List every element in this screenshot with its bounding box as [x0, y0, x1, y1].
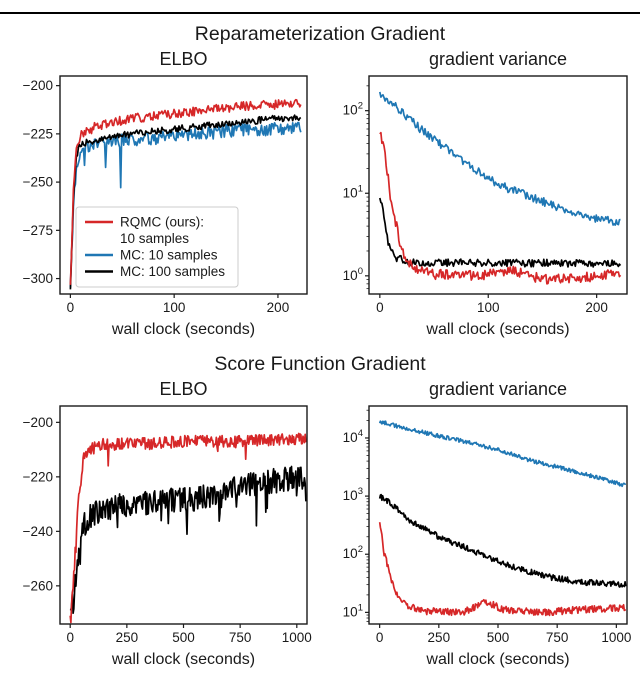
top-row: ELBO 0 100 200 −200 −225 −250 −275 −300 RQMC (ou… [0, 46, 640, 340]
svg-text:−240: −240 [23, 524, 53, 539]
svg-text:200: 200 [585, 300, 608, 315]
x-axis-label: wall clock (seconds) [426, 651, 570, 668]
svg-text:−300: −300 [23, 271, 53, 286]
svg-text:0: 0 [66, 630, 74, 645]
svg-text:0: 0 [376, 300, 384, 315]
svg-text:500: 500 [487, 630, 510, 645]
svg-text:1000: 1000 [601, 630, 631, 645]
panel-gradvar-reparameterization: gradient variance 0 100 200 100 101 102 wall … [320, 46, 640, 340]
svg-text:−220: −220 [23, 469, 53, 484]
svg-text:750: 750 [546, 630, 569, 645]
x-axis-label: wall clock (seconds) [111, 321, 256, 338]
svg-text:1000: 1000 [282, 630, 312, 645]
svg-text:103: 103 [343, 486, 363, 503]
svg-text:100: 100 [163, 300, 186, 315]
section-title-reparameterization: Reparameterization Gradient [194, 23, 446, 45]
svg-text:250: 250 [116, 630, 139, 645]
chart-title-elbo: ELBO [159, 379, 208, 399]
svg-text:−200: −200 [23, 78, 53, 93]
svg-text:−275: −275 [23, 223, 53, 238]
svg-text:−225: −225 [23, 126, 53, 141]
top-rule [0, 12, 640, 14]
svg-text:−200: −200 [23, 415, 53, 430]
chart-gradvar-reparameterization: 0 100 200 100 101 102 [343, 75, 628, 315]
panel-elbo-score: ELBO 0 250 500 750 1000 −200 −220 −240 −260 wall… [0, 376, 320, 670]
panel-elbo-reparameterization: ELBO 0 100 200 −200 −225 −250 −275 −300 RQMC (ou… [0, 46, 320, 340]
svg-text:100: 100 [477, 300, 500, 315]
panel-gradvar-score: gradient variance 0 250 500 750 1000 101 102 10… [320, 376, 640, 670]
chart-title-gradient-variance: gradient variance [428, 379, 568, 399]
chart-elbo-reparameterization: 0 100 200 −200 −225 −250 −275 −300 RQMC (ours):1… [23, 75, 308, 315]
svg-text:MC: 10 samples: MC: 10 samples [120, 248, 218, 263]
svg-text:10 samples: 10 samples [120, 231, 189, 246]
svg-text:RQMC (ours):: RQMC (ours): [120, 215, 204, 230]
svg-text:102: 102 [343, 544, 363, 561]
svg-text:−250: −250 [23, 175, 53, 190]
svg-text:250: 250 [428, 630, 451, 645]
section-title-score-function: Score Function Gradient [214, 353, 426, 375]
svg-text:0: 0 [376, 630, 384, 645]
svg-text:MC: 100 samples: MC: 100 samples [120, 264, 225, 279]
x-axis-label: wall clock (seconds) [111, 651, 256, 668]
svg-text:750: 750 [229, 630, 252, 645]
svg-text:100: 100 [343, 266, 363, 283]
svg-text:−260: −260 [23, 578, 53, 593]
chart-gradvar-score: 0 250 500 750 1000 101 102 103 104 [343, 405, 631, 645]
svg-text:104: 104 [343, 428, 363, 445]
x-axis-label: wall clock (seconds) [426, 321, 570, 338]
svg-text:101: 101 [343, 602, 363, 619]
chart-title-elbo: ELBO [159, 49, 208, 69]
svg-text:0: 0 [67, 300, 75, 315]
chart-title-gradient-variance: gradient variance [428, 49, 568, 69]
svg-text:102: 102 [343, 101, 363, 118]
bottom-row: ELBO 0 250 500 750 1000 −200 −220 −240 −260 wall… [0, 376, 640, 670]
chart-elbo-score: 0 250 500 750 1000 −200 −220 −240 −260 [23, 405, 312, 645]
svg-text:200: 200 [267, 300, 290, 315]
svg-text:101: 101 [343, 183, 363, 200]
svg-text:500: 500 [172, 630, 195, 645]
